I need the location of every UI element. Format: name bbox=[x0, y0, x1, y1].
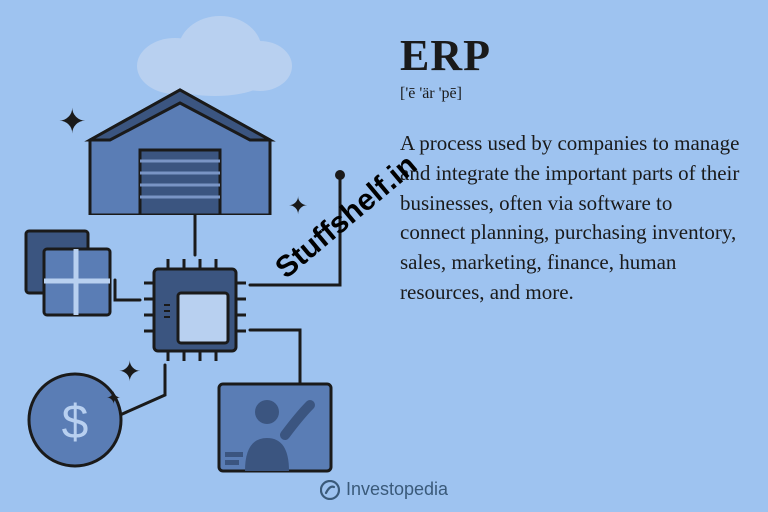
svg-text:$: $ bbox=[62, 396, 89, 449]
person-card-icon bbox=[215, 380, 335, 475]
sparkle-icon: ✦ bbox=[106, 388, 121, 409]
sparkle-icon: ✦ bbox=[58, 102, 87, 142]
definition-block: ERP ['ē 'är 'pē] A process used by compa… bbox=[400, 30, 740, 308]
term-title: ERP bbox=[400, 30, 740, 81]
cpu-chip-icon bbox=[140, 255, 250, 365]
brand-name: Investopedia bbox=[346, 479, 448, 500]
erp-illustration: $ ✦ ✦ ✦ ✦ bbox=[0, 0, 400, 512]
sparkle-icon: ✦ bbox=[118, 355, 141, 389]
investopedia-logo-icon bbox=[320, 480, 340, 500]
brand-footer: Investopedia bbox=[320, 479, 448, 500]
packages-icon bbox=[20, 225, 115, 320]
warehouse-icon bbox=[80, 85, 280, 215]
infographic-canvas: $ ✦ ✦ ✦ ✦ ERP ['ē 'är 'pē] A process use… bbox=[0, 0, 768, 512]
dollar-coin-icon: $ bbox=[25, 370, 125, 470]
cloud-icon bbox=[120, 6, 300, 96]
definition-text: A process used by companies to manage an… bbox=[400, 129, 740, 308]
pronunciation: ['ē 'är 'pē] bbox=[400, 85, 740, 103]
sparkle-icon: ✦ bbox=[288, 192, 308, 221]
